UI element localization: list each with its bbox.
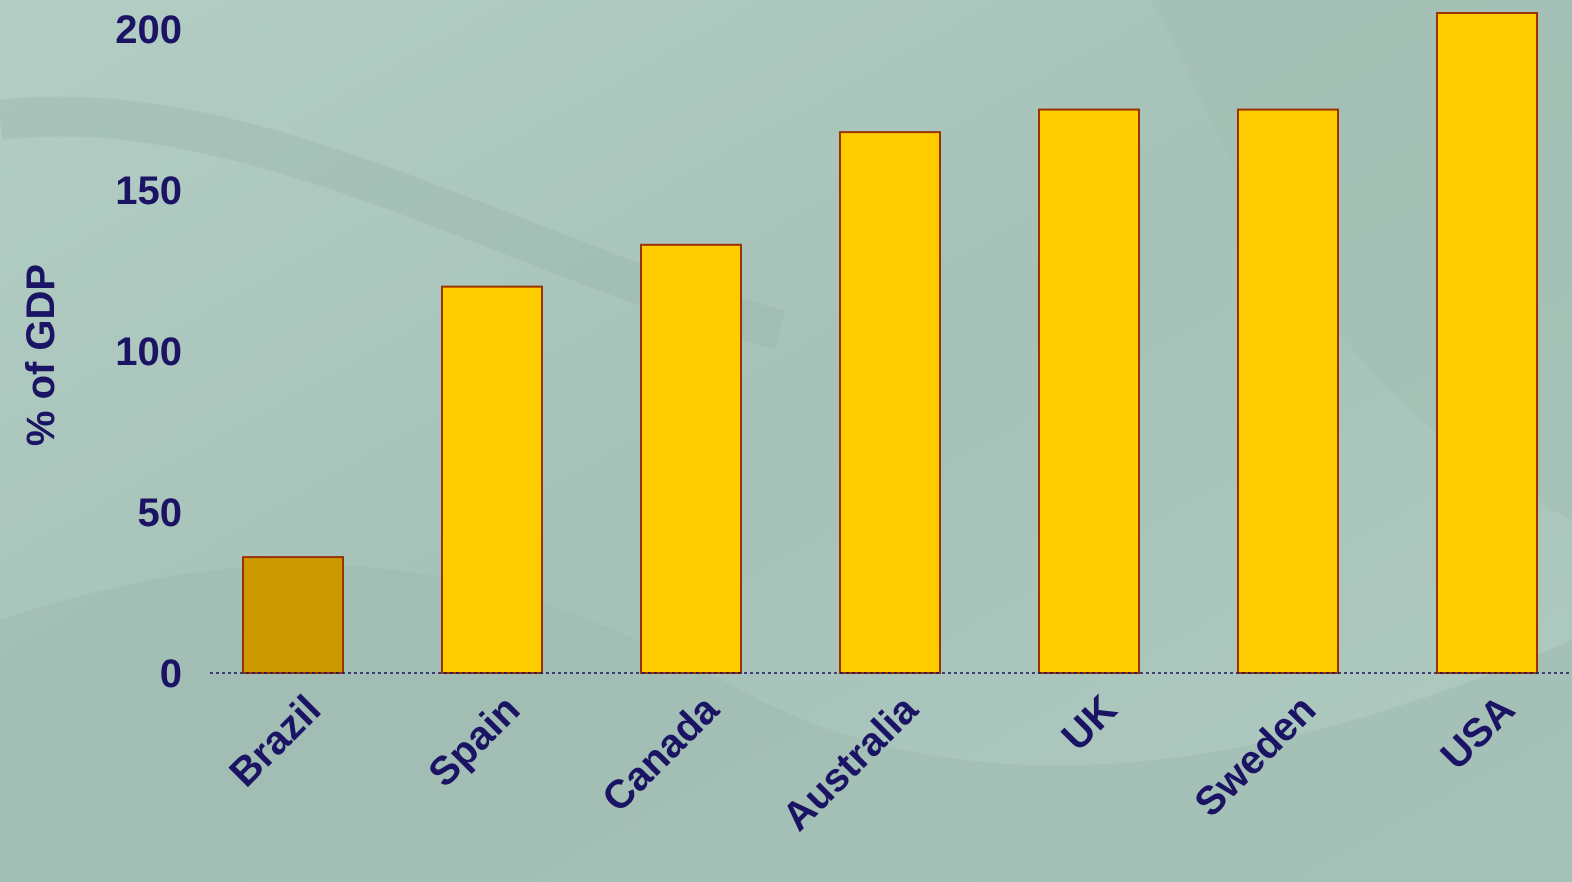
bar-sweden <box>1237 108 1339 674</box>
y-axis-label: % of GDP <box>19 264 63 446</box>
bar-spain <box>441 285 543 674</box>
y-tick-label: 0 <box>160 652 182 696</box>
bar-usa <box>1436 12 1538 674</box>
y-tick-label: 150 <box>115 169 182 213</box>
y-tick-label: 100 <box>115 330 182 374</box>
y-axis-ticks: 0 50 100 150 200 <box>115 8 182 696</box>
bar-australia <box>839 131 941 674</box>
bar-brazil <box>242 556 344 674</box>
bar-uk <box>1038 108 1140 674</box>
y-tick-label: 200 <box>115 8 182 52</box>
bar-canada <box>640 243 742 674</box>
y-tick-label: 50 <box>138 491 183 535</box>
bars <box>242 12 1538 674</box>
